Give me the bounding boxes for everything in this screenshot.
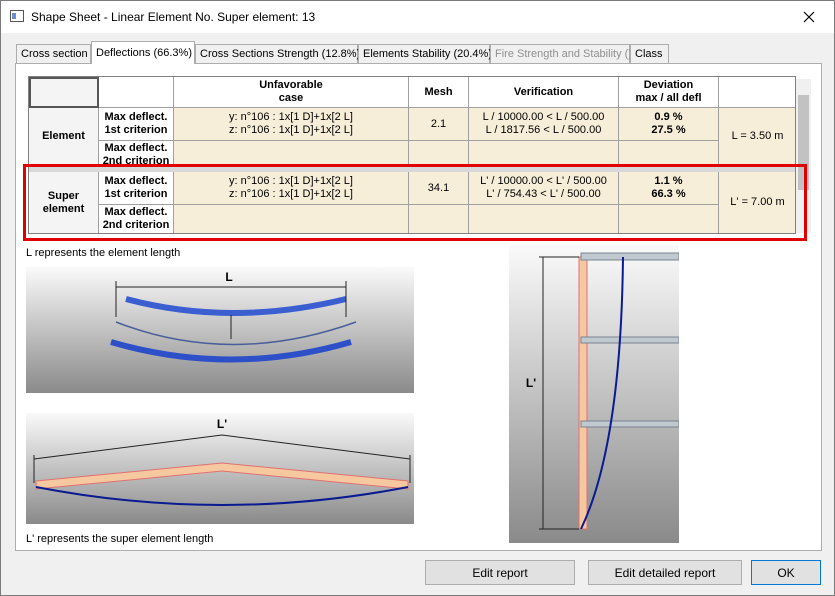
deviation-text: 0.9 %	[654, 111, 683, 123]
length-text: L = 3.50 m	[731, 130, 784, 142]
mesh: 34.1	[409, 172, 469, 205]
criterion-text: Max deflect.	[104, 142, 168, 154]
figure-label: L	[225, 270, 232, 284]
window-title: Shape Sheet - Linear Element No. Super e…	[31, 10, 316, 24]
mesh-text: 34.1	[427, 181, 450, 194]
verification: L / 10000.00 < L / 500.00 L / 1817.56 < L…	[469, 108, 619, 141]
caption: L' represents the super element length	[26, 533, 214, 545]
tab-disabled: Fire Strength and Stability ()	[490, 44, 632, 63]
criterion-text: 1st criterion	[104, 188, 168, 200]
length-text: L' = 7.00 m	[730, 196, 785, 208]
title-bar: Shape Sheet - Linear Element No. Super e…	[1, 1, 834, 33]
tab-selected[interactable]: Deflections (66.3%)	[91, 41, 195, 64]
criterion: Max deflect. 2nd criterion	[99, 141, 174, 166]
element-figure: L	[26, 267, 414, 393]
length: L = 3.50 m	[719, 108, 795, 166]
super-element-figure: L'	[26, 413, 414, 524]
case	[174, 205, 409, 233]
header-text: Verification	[513, 85, 574, 98]
group-label-text: Super	[47, 189, 80, 202]
case	[174, 141, 409, 166]
mesh	[409, 205, 469, 233]
header-text: Deviation	[643, 79, 694, 91]
group-label: Element	[29, 108, 99, 166]
results-table: Unfavorable case Mesh Verification Deviat…	[28, 76, 796, 234]
tab[interactable]: Elements Stability (20.4%)	[358, 44, 492, 63]
deviation: 1.1 % 66.3 %	[619, 172, 719, 205]
criterion-text: Max deflect.	[104, 111, 168, 123]
deviation-text: 1.1 %	[654, 175, 683, 187]
deviation: 0.9 % 27.5 %	[619, 108, 719, 141]
caption: L represents the element length	[26, 247, 181, 259]
deviation-text: 66.3 %	[651, 188, 686, 200]
header-text: Unfavorable	[259, 79, 323, 91]
case-text: z: n°106 : 1x[1 D]+1x[2 L]	[229, 188, 353, 200]
verification-text: L / 1817.56 < L / 500.00	[485, 124, 602, 136]
criterion: Max deflect. 2nd criterion	[99, 205, 174, 233]
verification	[469, 141, 619, 166]
edit-detailed-report-button[interactable]: Edit detailed report	[588, 560, 742, 585]
mesh	[409, 141, 469, 166]
header-cell: Mesh	[409, 77, 469, 108]
case: y: n°106 : 1x[1 D]+1x[2 L] z: n°106 : 1x[…	[174, 108, 409, 141]
edit-report-button[interactable]: Edit report	[425, 560, 575, 585]
header-text: max / all defl	[635, 92, 702, 104]
scrollbar[interactable]	[796, 79, 811, 233]
case-text: y: n°106 : 1x[1 D]+1x[2 L]	[229, 111, 353, 123]
case: y: n°106 : 1x[1 D]+1x[2 L] z: n°106 : 1x[…	[174, 172, 409, 205]
criterion-text: 2nd criterion	[102, 219, 170, 231]
mesh-text: 2.1	[430, 117, 447, 130]
deviation	[619, 141, 719, 166]
length: L' = 7.00 m	[719, 172, 795, 233]
close-button[interactable]	[803, 11, 815, 23]
header-cell	[99, 77, 174, 108]
verification	[469, 205, 619, 233]
case-text: y: n°106 : 1x[1 D]+1x[2 L]	[229, 175, 353, 187]
header-cell	[29, 77, 99, 108]
case-text: z: n°106 : 1x[1 D]+1x[2 L]	[229, 124, 353, 136]
group-label-text: element	[42, 202, 85, 215]
mesh: 2.1	[409, 108, 469, 141]
highlight-box	[23, 164, 807, 241]
criterion: Max deflect. 1st criterion	[99, 172, 174, 205]
tab[interactable]: Class	[630, 44, 669, 63]
deviation-text: 27.5 %	[651, 124, 686, 136]
ok-button[interactable]: OK	[751, 560, 821, 585]
deviation	[619, 205, 719, 233]
app-icon	[10, 10, 24, 22]
figure-label: L'	[217, 417, 227, 431]
scroll-thumb[interactable]	[798, 95, 809, 190]
verification-text: L / 10000.00 < L / 500.00	[482, 111, 605, 123]
criterion-text: 2nd criterion	[102, 155, 170, 166]
criterion-text: 1st criterion	[104, 124, 168, 136]
verification-text: L' / 10000.00 < L' / 500.00	[480, 175, 607, 187]
criterion-text: Max deflect.	[104, 206, 168, 218]
header-cell	[719, 77, 795, 108]
header-cell: Deviation max / all defl	[619, 77, 719, 108]
verification-text: L' / 754.43 < L' / 500.00	[486, 188, 601, 200]
criterion: Max deflect. 1st criterion	[99, 108, 174, 141]
header-cell: Unfavorable case	[174, 77, 409, 108]
column-figure: L'	[509, 245, 679, 543]
criterion-text: Max deflect.	[104, 175, 168, 187]
header-cell: Verification	[469, 77, 619, 108]
verification: L' / 10000.00 < L' / 500.00 L' / 754.43 <…	[469, 172, 619, 205]
tab[interactable]: Cross Sections Strength (12.8%)	[195, 44, 360, 63]
figure-label: L'	[526, 376, 536, 390]
group-label: Super element	[29, 172, 99, 233]
header-text: Mesh	[424, 85, 453, 98]
tab[interactable]: Cross section	[16, 44, 91, 63]
group-label-text: Element	[42, 130, 85, 142]
header-text: case	[278, 92, 304, 104]
